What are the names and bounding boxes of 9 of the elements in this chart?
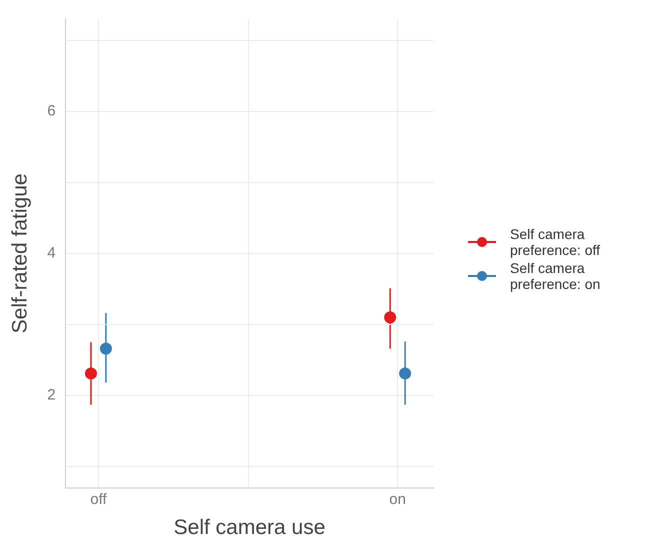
legend-label: Self camera preference: off	[510, 226, 602, 258]
y-tick-label: 2	[47, 386, 56, 404]
x-tick-label: off	[90, 490, 108, 508]
y-tick-label: 6	[47, 102, 56, 120]
x-axis-title: Self camera use	[174, 516, 326, 540]
y-tick-label: 4	[47, 244, 56, 262]
legend-label: Self camera preference: on	[510, 260, 602, 292]
x-tick-label: on	[389, 490, 406, 508]
y-axis-title: Self-rated fatigue	[8, 173, 32, 334]
